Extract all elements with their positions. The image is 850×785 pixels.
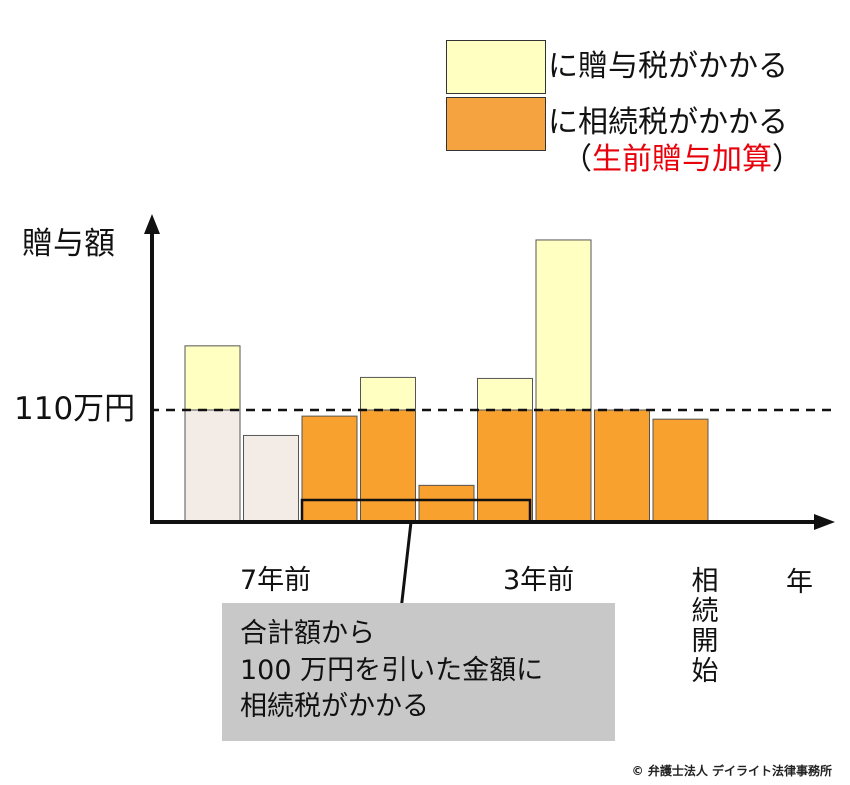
y-axis-label: 贈与額: [22, 226, 115, 262]
legend-swatch-gift-tax: [446, 40, 546, 94]
bar-2-base: [243, 434, 299, 523]
legend-label-inheritance-tax: に相続税がかかる: [548, 105, 788, 140]
callout-line-2: 100 万円を引いた金額に: [240, 655, 544, 686]
legend-swatch-inheritance-tax: [446, 97, 546, 151]
legend-note-close: ）: [772, 142, 802, 177]
callout-line-3: 相続税がかかる: [240, 691, 429, 722]
bar-7-excess: [535, 239, 592, 411]
bar-1-excess: [184, 345, 241, 411]
legend-note-highlight: 生前贈与加算: [592, 142, 772, 177]
bar-4-base: [360, 409, 416, 523]
bars-layer: [184, 239, 709, 523]
bar-4-excess: [360, 376, 416, 411]
callout-line-1: 合計額から: [240, 618, 375, 649]
legend-note-open: （: [562, 142, 592, 177]
bar-8-base: [594, 409, 650, 523]
tick-7-years-before: 7年前: [240, 565, 312, 596]
x-axis-arrowhead: [814, 514, 835, 530]
callout-box: [222, 603, 615, 741]
inheritance-start-label: 相続開始: [691, 566, 719, 687]
copyright-notice: © 弁護士法人 デイライト法律事務所: [631, 764, 832, 778]
bar-6-base: [477, 409, 533, 523]
bar-7-base: [535, 409, 592, 523]
bar-9-base: [652, 418, 709, 523]
bar-3-base: [301, 415, 358, 523]
y-axis-arrowhead: [144, 214, 160, 234]
bar-1-base: [184, 409, 241, 523]
legend-note: （生前贈与加算）: [562, 142, 802, 178]
threshold-label: 110万円: [14, 391, 136, 427]
callout-pointer: [399, 521, 413, 611]
bar-5-base: [418, 484, 475, 523]
legend-label-gift-tax: に贈与税がかかる: [548, 49, 788, 84]
bar-6-excess: [477, 377, 533, 411]
tick-3-years-before: 3年前: [503, 565, 575, 596]
x-axis-label: 年: [786, 567, 813, 598]
